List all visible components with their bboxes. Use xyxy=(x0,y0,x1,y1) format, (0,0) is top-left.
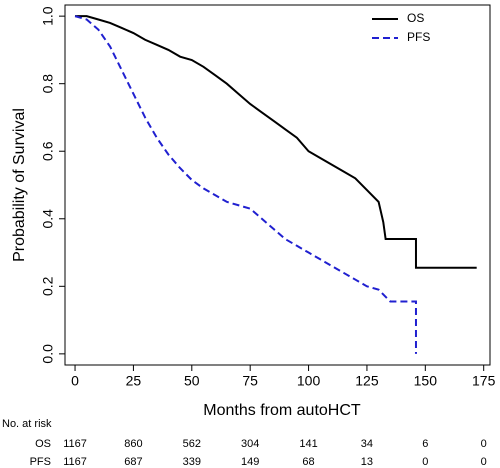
y-axis-label: Probability of Survival xyxy=(11,108,28,262)
risk-count: 304 xyxy=(241,438,259,450)
x-tick-label: 150 xyxy=(414,373,438,389)
x-tick-label: 0 xyxy=(71,373,79,389)
risk-count: 562 xyxy=(183,438,201,450)
y-tick-label: 0.6 xyxy=(40,141,56,161)
y-tick-label: 1.0 xyxy=(40,6,56,26)
risk-count: 687 xyxy=(124,456,142,468)
x-tick-label: 125 xyxy=(355,373,379,389)
y-tick-label: 0.2 xyxy=(40,276,56,296)
survival-curve xyxy=(75,15,477,269)
risk-count: 13 xyxy=(361,456,373,468)
risk-table-title: No. at risk xyxy=(2,418,52,430)
risk-count: 68 xyxy=(302,456,314,468)
y-tick-label: 0.0 xyxy=(40,344,56,364)
survival-curve xyxy=(74,15,417,354)
y-tick-label: 0.4 xyxy=(40,209,56,229)
risk-count: 0 xyxy=(481,438,487,450)
risk-count: 34 xyxy=(361,438,373,450)
plot-frame xyxy=(64,4,491,366)
risk-count: 149 xyxy=(241,456,259,468)
risk-count: 141 xyxy=(299,438,317,450)
x-tick-label: 75 xyxy=(242,373,258,389)
y-tick-label: 0.8 xyxy=(40,74,56,94)
risk-count: 1167 xyxy=(63,456,87,468)
risk-count: 0 xyxy=(481,456,487,468)
risk-count: 1167 xyxy=(63,438,87,450)
legend-label: PFS xyxy=(407,30,430,44)
risk-row-label: PFS xyxy=(30,456,51,468)
x-tick-label: 175 xyxy=(472,373,496,389)
risk-count: 339 xyxy=(183,456,201,468)
risk-count: 860 xyxy=(124,438,142,450)
legend-label: OS xyxy=(407,11,424,25)
risk-count: 0 xyxy=(422,456,428,468)
risk-count: 6 xyxy=(422,438,428,450)
x-axis-label: Months from autoHCT xyxy=(203,402,361,419)
risk-row-label: OS xyxy=(35,438,51,450)
x-tick-label: 50 xyxy=(184,373,200,389)
x-tick-label: 25 xyxy=(126,373,142,389)
x-tick-label: 100 xyxy=(297,373,321,389)
